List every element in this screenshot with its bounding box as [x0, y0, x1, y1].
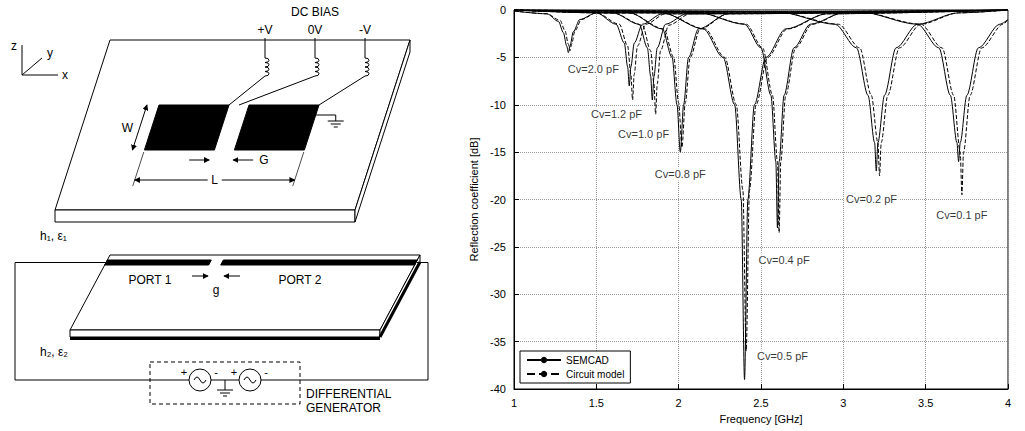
- svg-text:Frequency [GHz]: Frequency [GHz]: [719, 413, 802, 425]
- svg-text:-35: -35: [490, 336, 506, 348]
- svg-text:SEMCAD: SEMCAD: [566, 355, 609, 366]
- svg-text:x: x: [62, 68, 68, 82]
- svg-text:-20: -20: [490, 194, 506, 206]
- svg-text:PORT 2: PORT 2: [279, 273, 322, 287]
- svg-text:Cv=0.5 pF: Cv=0.5 pF: [757, 350, 808, 362]
- svg-text:PORT 1: PORT 1: [129, 273, 172, 287]
- svg-text:Cv=0.4 pF: Cv=0.4 pF: [759, 254, 810, 266]
- svg-text:Cv=2.0 pF: Cv=2.0 pF: [568, 63, 619, 75]
- svg-text:Reflection coefficient [dB]: Reflection coefficient [dB]: [468, 138, 480, 262]
- svg-text:DC BIAS: DC BIAS: [291, 5, 339, 19]
- svg-text:L: L: [211, 173, 218, 187]
- svg-text:Cv=0.8 pF: Cv=0.8 pF: [655, 168, 706, 180]
- svg-text:Cv=0.2 pF: Cv=0.2 pF: [846, 193, 897, 205]
- svg-text:2.5: 2.5: [753, 397, 768, 409]
- svg-text:-30: -30: [490, 288, 506, 300]
- svg-text:GENERATOR: GENERATOR: [306, 401, 381, 415]
- svg-text:-10: -10: [490, 99, 506, 111]
- svg-text:-15: -15: [490, 146, 506, 158]
- svg-text:1: 1: [511, 397, 517, 409]
- svg-text:+: +: [231, 366, 237, 378]
- svg-text:-: -: [214, 366, 218, 378]
- svg-text:-5: -5: [496, 51, 506, 63]
- svg-text:z: z: [11, 39, 17, 53]
- svg-text:Cv=1.2 pF: Cv=1.2 pF: [591, 108, 642, 120]
- svg-text:-: -: [264, 366, 268, 378]
- svg-text:DIFFERENTIAL: DIFFERENTIAL: [306, 387, 392, 401]
- svg-text:2: 2: [676, 397, 682, 409]
- svg-text:h₂, ε₂: h₂, ε₂: [40, 345, 68, 359]
- svg-text:3: 3: [840, 397, 846, 409]
- svg-text:+: +: [181, 366, 187, 378]
- svg-text:0V: 0V: [308, 23, 323, 37]
- svg-text:-25: -25: [490, 241, 506, 253]
- svg-text:-40: -40: [490, 383, 506, 395]
- svg-text:4: 4: [1005, 397, 1011, 409]
- svg-text:y: y: [47, 46, 53, 60]
- svg-text:Circuit model: Circuit model: [566, 369, 624, 380]
- svg-text:1.5: 1.5: [589, 397, 604, 409]
- svg-text:W: W: [122, 121, 134, 135]
- svg-text:G: G: [259, 153, 268, 167]
- svg-text:3.5: 3.5: [918, 397, 933, 409]
- svg-text:Cv=1.0 pF: Cv=1.0 pF: [618, 128, 669, 140]
- svg-text:h₁, ε₁: h₁, ε₁: [40, 229, 67, 243]
- svg-text:g: g: [213, 283, 220, 297]
- svg-text:Cv=0.1 pF: Cv=0.1 pF: [936, 209, 987, 221]
- svg-text:+V: +V: [257, 23, 272, 37]
- svg-text:-V: -V: [359, 23, 371, 37]
- svg-text:0: 0: [500, 4, 506, 16]
